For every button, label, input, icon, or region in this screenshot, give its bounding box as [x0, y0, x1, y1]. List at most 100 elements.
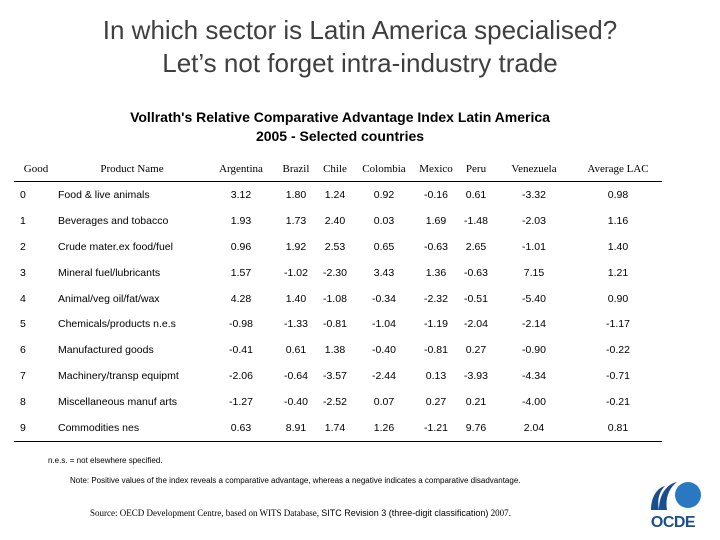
- rca-value-cell: -0.34: [372, 292, 396, 305]
- rca-value-cell: -0.63: [464, 266, 488, 279]
- good-code-cell: 7: [20, 370, 26, 383]
- rca-value-cell: 1.21: [607, 266, 629, 279]
- rca-value-cell: 1.36: [425, 266, 447, 279]
- rca-value-cell: -0.41: [229, 344, 253, 357]
- rca-value-cell: -5.40: [522, 292, 546, 305]
- rca-value-cell: -2.14: [522, 318, 546, 331]
- rca-value-cell: 0.07: [373, 396, 395, 409]
- rca-value-cell: 7.15: [523, 266, 545, 279]
- good-code-cell: 6: [20, 344, 26, 357]
- rca-value-cell: -2.32: [424, 292, 448, 305]
- header-mexico: Mexico: [414, 157, 458, 182]
- header-chile: Chile: [316, 157, 354, 182]
- header-brazil: Brazil: [276, 157, 316, 182]
- rca-value-cell: -0.81: [323, 318, 347, 331]
- rca-value-cell: -1.01: [522, 240, 546, 253]
- rca-value-cell: -0.64: [284, 370, 308, 383]
- header-product-name: Product Name: [58, 157, 206, 182]
- rca-value-cell: -2.06: [229, 370, 253, 383]
- good-code-cell: 0: [20, 188, 26, 201]
- table-row: 7 Machinery/transp equipmt -2.06 -0.64 -3.57…: [14, 363, 662, 389]
- rca-value-cell: 0.98: [607, 188, 629, 201]
- rca-value-cell: 1.57: [230, 266, 252, 279]
- rca-value-cell: 1.80: [285, 188, 307, 201]
- rca-value-cell: -1.48: [464, 214, 488, 227]
- good-code-cell: 8: [20, 396, 26, 409]
- table-row: 1 Beverages and tobacco 1.93 1.73 2.40 0.03 1.…: [14, 208, 662, 234]
- rca-value-cell: -2.30: [323, 266, 347, 279]
- rca-value-cell: -0.90: [522, 344, 546, 357]
- header-venezuela: Venezuela: [494, 157, 574, 182]
- good-code-cell: 3: [20, 266, 26, 279]
- rca-value-cell: -0.40: [372, 344, 396, 357]
- product-name-cell: Commodities nes: [58, 415, 206, 442]
- rca-value-cell: 0.65: [373, 240, 395, 253]
- rca-value-cell: -1.08: [323, 292, 347, 305]
- rca-value-cell: 1.93: [230, 214, 252, 227]
- product-name-cell: Chemicals/products n.e.s: [58, 318, 176, 331]
- rca-value-cell: -2.03: [522, 214, 546, 227]
- product-name-cell: Beverages and tobacco: [58, 214, 169, 227]
- rca-value-cell: -1.33: [284, 318, 308, 331]
- rca-value-cell: 1.73: [285, 214, 307, 227]
- table-title-line-1: Vollrath's Relative Comparative Advantag…: [130, 109, 550, 125]
- rca-value-cell: 8.91: [276, 415, 316, 442]
- rca-value-cell: 3.12: [230, 188, 252, 201]
- rca-value-cell: -1.04: [372, 318, 396, 331]
- slide-title: In which sector is Latin America special…: [40, 14, 680, 80]
- slide-title-line-1: In which sector is Latin America special…: [102, 15, 618, 45]
- rca-value-cell: -0.22: [606, 344, 630, 357]
- table-body: 0 Food & live animals 3.12 1.80 1.24 0.92 -0.1…: [14, 182, 662, 442]
- good-code-cell: 2: [20, 240, 26, 253]
- rca-value-cell: 0.21: [465, 396, 487, 409]
- product-name-cell: Machinery/transp equipmt: [58, 370, 179, 383]
- rca-value-cell: -3.93: [464, 370, 488, 383]
- rca-value-cell: -3.32: [522, 188, 546, 201]
- table-row: 6 Manufactured goods -0.41 0.61 1.38 -0.40 -0.…: [14, 337, 662, 363]
- rca-value-cell: -0.98: [229, 318, 253, 331]
- rca-value-cell: -0.51: [464, 292, 488, 305]
- rca-value-cell: -0.63: [424, 240, 448, 253]
- rca-value-cell: -0.71: [606, 370, 630, 383]
- rca-value-cell: 1.40: [607, 240, 629, 253]
- rca-value-cell: -0.40: [284, 396, 308, 409]
- rca-value-cell: -0.16: [424, 188, 448, 201]
- rca-value-cell: 2.53: [324, 240, 346, 253]
- rca-value-cell: 0.13: [425, 370, 447, 383]
- table-title: Vollrath's Relative Comparative Advantag…: [60, 108, 620, 146]
- product-name-cell: Miscellaneous manuf arts: [58, 396, 178, 409]
- rca-value-cell: -0.21: [606, 396, 630, 409]
- rca-value-cell: 0.27: [425, 396, 447, 409]
- header-good: Good: [14, 157, 58, 182]
- rca-value-cell: 1.38: [324, 344, 346, 357]
- good-code-cell: 4: [20, 292, 26, 305]
- rca-value-cell: -2.52: [323, 396, 347, 409]
- rca-value-cell: 0.61: [285, 344, 307, 357]
- product-name-cell: Animal/veg oil/fat/wax: [58, 292, 160, 305]
- rca-value-cell: 0.27: [465, 344, 487, 357]
- table-row: 4 Animal/veg oil/fat/wax 4.28 1.40 -1.08 -0.3…: [14, 286, 662, 312]
- rca-value-cell: 2.40: [324, 214, 346, 227]
- rca-value-cell: 1.26: [354, 415, 414, 442]
- good-code-cell: 1: [20, 214, 26, 227]
- header-argentina: Argentina: [206, 157, 276, 182]
- source-prefix: Source: OECD Development Centre, based o…: [90, 508, 320, 518]
- rca-value-cell: -0.81: [424, 344, 448, 357]
- rca-value-cell: 0.03: [373, 214, 395, 227]
- rca-value-cell: -1.17: [606, 318, 630, 331]
- rca-value-cell: 4.28: [230, 292, 252, 305]
- source-sitc: SITC Revision 3 (three-digit classificat…: [321, 508, 489, 518]
- source-year: 2007.: [490, 508, 511, 518]
- rca-value-cell: 2.04: [494, 415, 574, 442]
- rca-value-cell: -1.21: [414, 415, 458, 442]
- rca-value-cell: 0.81: [574, 415, 662, 442]
- oecd-logo-icon: [651, 482, 701, 510]
- table-row: 5 Chemicals/products n.e.s -0.98 -1.33 -0.81…: [14, 311, 662, 337]
- rca-value-cell: 1.16: [607, 214, 629, 227]
- rca-value-cell: 1.69: [425, 214, 447, 227]
- footnote: n.e.s. = not elsewhere specified.: [48, 456, 163, 465]
- rca-value-cell: -1.02: [284, 266, 308, 279]
- product-name-cell: Manufactured goods: [58, 344, 154, 357]
- good-code-cell: 9: [14, 415, 58, 442]
- header-colombia: Colombia: [354, 157, 414, 182]
